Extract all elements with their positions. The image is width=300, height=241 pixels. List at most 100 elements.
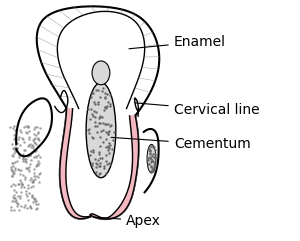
Point bbox=[93, 102, 98, 106]
Point bbox=[153, 162, 158, 166]
Point bbox=[106, 151, 111, 155]
Point bbox=[106, 144, 110, 148]
Point bbox=[93, 110, 98, 114]
Point bbox=[104, 137, 109, 141]
Point bbox=[11, 193, 16, 196]
Point bbox=[27, 142, 32, 146]
Point bbox=[148, 155, 152, 159]
Point bbox=[36, 202, 40, 206]
Point bbox=[14, 149, 19, 153]
Point bbox=[98, 144, 103, 148]
Point bbox=[110, 147, 114, 151]
Point bbox=[107, 129, 112, 133]
Point bbox=[12, 145, 17, 149]
Point bbox=[34, 154, 38, 158]
Point bbox=[31, 132, 36, 135]
Point bbox=[34, 155, 39, 159]
Point bbox=[90, 91, 95, 95]
Point bbox=[9, 174, 14, 178]
Point bbox=[11, 164, 16, 168]
Point bbox=[35, 153, 40, 157]
Point bbox=[27, 143, 32, 147]
Point bbox=[31, 178, 36, 182]
Point bbox=[13, 168, 18, 172]
Point bbox=[146, 158, 151, 162]
Point bbox=[31, 139, 36, 142]
Point bbox=[20, 173, 25, 177]
Point bbox=[89, 112, 94, 116]
Point bbox=[26, 169, 31, 173]
Point bbox=[102, 122, 107, 126]
Point bbox=[92, 115, 97, 119]
Point bbox=[22, 175, 27, 179]
Point bbox=[27, 130, 32, 134]
Point bbox=[28, 185, 33, 189]
Point bbox=[36, 131, 40, 135]
Point bbox=[16, 137, 21, 141]
Point bbox=[152, 145, 157, 149]
Point bbox=[148, 148, 152, 152]
Point bbox=[100, 156, 105, 160]
Point bbox=[32, 149, 37, 153]
Point bbox=[38, 127, 42, 130]
Point bbox=[149, 159, 154, 163]
Point bbox=[11, 137, 16, 141]
Point bbox=[98, 164, 103, 168]
Point bbox=[19, 136, 24, 140]
Point bbox=[26, 154, 30, 158]
Point bbox=[104, 130, 109, 134]
Point bbox=[106, 146, 111, 150]
Point bbox=[24, 124, 28, 127]
Point bbox=[93, 120, 98, 124]
Point bbox=[147, 162, 152, 166]
Point bbox=[12, 124, 17, 128]
Point bbox=[17, 128, 22, 132]
Point bbox=[8, 208, 13, 212]
Point bbox=[22, 203, 27, 207]
Point bbox=[107, 124, 112, 128]
Point bbox=[100, 89, 105, 93]
Point bbox=[26, 186, 31, 190]
Point bbox=[33, 207, 38, 211]
Point bbox=[23, 160, 28, 164]
Point bbox=[111, 138, 116, 142]
Point bbox=[32, 167, 37, 171]
Point bbox=[33, 149, 38, 153]
Point bbox=[104, 104, 109, 108]
Ellipse shape bbox=[86, 82, 116, 178]
Point bbox=[32, 174, 37, 178]
Point bbox=[96, 152, 101, 156]
Point bbox=[102, 166, 107, 170]
Point bbox=[14, 200, 19, 204]
Point bbox=[29, 194, 34, 198]
Point bbox=[12, 133, 17, 137]
Text: Enamel: Enamel bbox=[129, 35, 226, 49]
Point bbox=[97, 121, 102, 125]
Point bbox=[19, 185, 24, 189]
Point bbox=[18, 194, 22, 198]
Point bbox=[99, 129, 103, 133]
Point bbox=[151, 160, 156, 164]
Polygon shape bbox=[90, 116, 139, 219]
Point bbox=[88, 117, 93, 121]
Point bbox=[33, 199, 38, 203]
Point bbox=[107, 104, 112, 108]
Point bbox=[11, 196, 16, 200]
Point bbox=[12, 166, 17, 170]
Point bbox=[23, 157, 28, 161]
Point bbox=[100, 128, 105, 132]
Point bbox=[104, 159, 109, 163]
Point bbox=[24, 193, 28, 196]
Point bbox=[93, 158, 98, 161]
Point bbox=[17, 172, 22, 176]
Point bbox=[103, 96, 108, 100]
Point bbox=[93, 165, 98, 169]
Point bbox=[150, 159, 154, 162]
Point bbox=[91, 91, 96, 95]
Point bbox=[152, 155, 157, 159]
Point bbox=[22, 205, 27, 209]
Point bbox=[90, 114, 95, 118]
Point bbox=[34, 148, 38, 152]
Point bbox=[148, 144, 153, 147]
Point bbox=[153, 164, 158, 168]
